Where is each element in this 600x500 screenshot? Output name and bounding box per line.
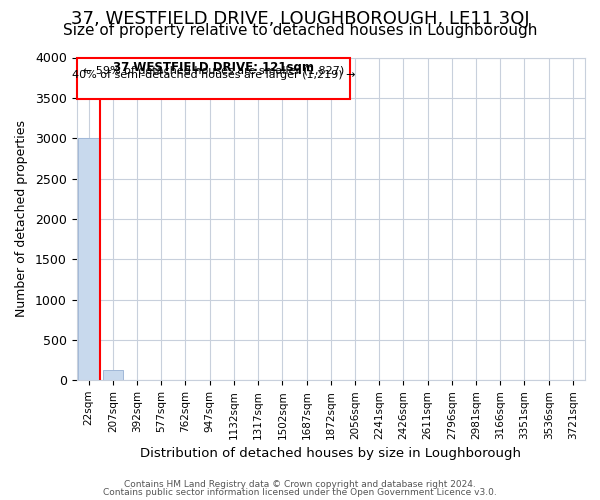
Text: Contains HM Land Registry data © Crown copyright and database right 2024.: Contains HM Land Registry data © Crown c…: [124, 480, 476, 489]
X-axis label: Distribution of detached houses by size in Loughborough: Distribution of detached houses by size …: [140, 447, 521, 460]
Text: 40% of semi-detached houses are larger (1,219) →: 40% of semi-detached houses are larger (…: [71, 70, 355, 81]
Text: Contains public sector information licensed under the Open Government Licence v3: Contains public sector information licen…: [103, 488, 497, 497]
Bar: [103, 370, 123, 380]
Text: ← 59% of detached houses are smaller (1,827): ← 59% of detached houses are smaller (1,…: [83, 66, 344, 76]
Text: 37 WESTFIELD DRIVE: 121sqm: 37 WESTFIELD DRIVE: 121sqm: [113, 60, 314, 74]
Text: Size of property relative to detached houses in Loughborough: Size of property relative to detached ho…: [63, 22, 537, 38]
Text: 37, WESTFIELD DRIVE, LOUGHBOROUGH, LE11 3QJ: 37, WESTFIELD DRIVE, LOUGHBOROUGH, LE11 …: [71, 10, 529, 28]
Bar: [79, 138, 99, 380]
Bar: [77, 58, 350, 100]
Y-axis label: Number of detached properties: Number of detached properties: [15, 120, 28, 318]
